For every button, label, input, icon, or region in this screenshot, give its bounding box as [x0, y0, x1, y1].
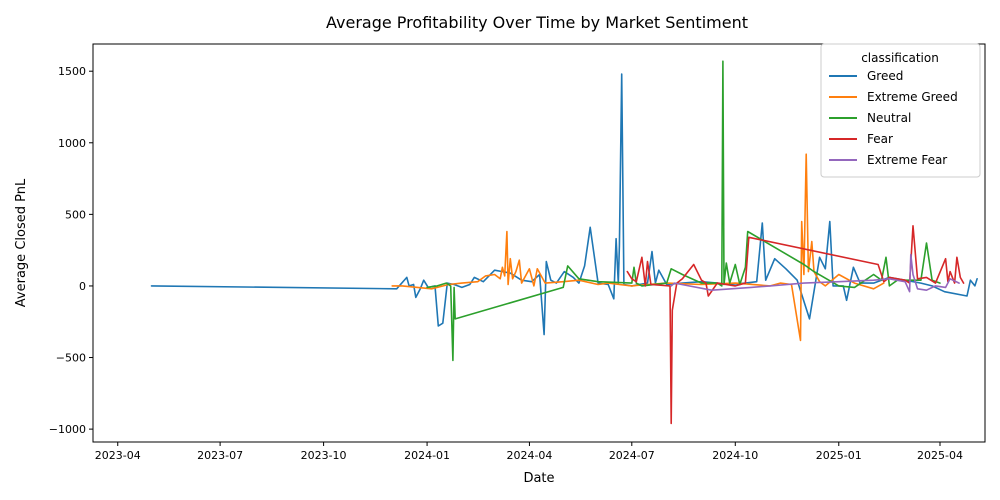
legend-title: classification: [861, 51, 939, 65]
x-tick-label: 2025-04: [917, 449, 963, 462]
legend-label-extreme-fear: Extreme Fear: [867, 153, 947, 167]
x-tick-label: 2024-04: [506, 449, 552, 462]
y-tick-label: −1000: [49, 423, 86, 436]
legend-box: [820, 43, 981, 178]
plot-lines: [150, 60, 978, 425]
x-axis-label: Date: [523, 471, 554, 486]
legend-label-fear: Fear: [867, 132, 893, 146]
x-tick-label: 2023-07: [197, 449, 243, 462]
y-tick-label: 0: [79, 280, 86, 293]
x-tick-label: 2025-01: [816, 449, 862, 462]
y-tick-label: −500: [56, 352, 86, 365]
legend-label-greed: Greed: [867, 69, 903, 83]
x-tick-label: 2023-10: [301, 449, 347, 462]
legend-label-neutral: Neutral: [867, 111, 911, 125]
legend: classification Greed Extreme Greed Neutral…: [820, 43, 981, 178]
y-axis-label: Average Closed PnL: [14, 178, 29, 307]
y-tick-label: 500: [65, 208, 86, 221]
chart-title: Average Profitability Over Time by Marke…: [326, 13, 748, 32]
x-tick-label: 2024-07: [609, 449, 655, 462]
series-line-extreme-greed: [391, 153, 885, 342]
plot-frame: [92, 43, 986, 443]
y-ticks: −1000 −500 0 500 1000 1500: [49, 65, 93, 436]
x-tick-label: 2024-10: [712, 449, 758, 462]
x-tick-label: 2023-04: [95, 449, 141, 462]
legend-entries: Greed Extreme Greed Neutral Fear Extreme Fea…: [829, 69, 958, 167]
y-tick-label: 1000: [58, 137, 86, 150]
legend-label-extreme-greed: Extreme Greed: [867, 90, 958, 104]
x-tick-label: 2024-01: [404, 449, 450, 462]
series-line-extreme-fear: [670, 253, 960, 293]
x-ticks: 2023-04 2023-07 2023-10 2024-01 2024-04 2024-…: [95, 442, 963, 462]
series-line-fear: [626, 225, 965, 425]
y-tick-label: 1500: [58, 65, 86, 78]
